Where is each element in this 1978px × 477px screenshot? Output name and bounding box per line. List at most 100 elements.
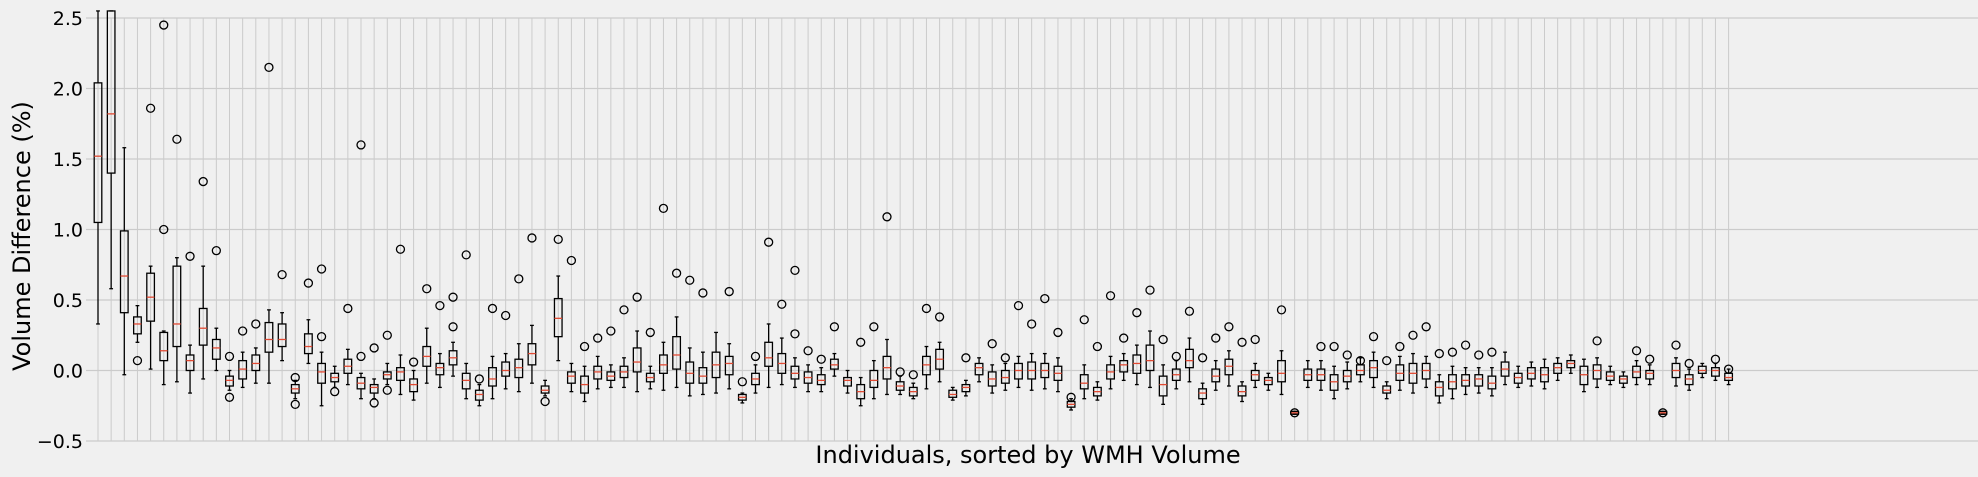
- box-item: [474, 374, 485, 407]
- box-item: [1434, 348, 1444, 404]
- box-item: [461, 250, 471, 400]
- box-item: [1303, 359, 1313, 389]
- box-iqr: [1395, 364, 1405, 382]
- outlier-point: [1000, 353, 1010, 363]
- box-iqr: [1382, 385, 1392, 394]
- box-iqr: [93, 82, 103, 224]
- outlier-point: [1474, 350, 1484, 360]
- box-item: [685, 275, 695, 397]
- box-item: [1237, 337, 1247, 403]
- box-item: [185, 251, 195, 394]
- box-item: [1329, 341, 1339, 400]
- box-item: [369, 343, 379, 408]
- box-item: [908, 370, 918, 400]
- outlier-point: [395, 244, 406, 254]
- box-iqr: [395, 367, 405, 382]
- box-item: [1027, 319, 1037, 391]
- box-item: [632, 292, 642, 393]
- outlier-point: [290, 372, 300, 383]
- box-iqr: [132, 316, 142, 335]
- box-item: [948, 386, 958, 401]
- outlier-point: [1487, 347, 1497, 357]
- box-iqr: [1185, 348, 1194, 369]
- box-item: [1250, 334, 1260, 389]
- box-item: [1079, 315, 1089, 400]
- outlier-point: [540, 396, 550, 407]
- box-iqr: [238, 359, 248, 380]
- box-item: [277, 269, 287, 362]
- box-iqr: [119, 230, 129, 314]
- outlier-point: [1434, 348, 1444, 359]
- box-item: [93, 10, 103, 325]
- outlier-point: [869, 322, 879, 332]
- box-item: [658, 203, 669, 391]
- outlier-point: [606, 326, 616, 336]
- outlier-point: [422, 284, 432, 294]
- box-iqr: [974, 362, 984, 376]
- box-iqr: [317, 362, 326, 384]
- box-item: [698, 288, 708, 396]
- box-iqr: [172, 265, 182, 348]
- outlier-point: [1119, 333, 1129, 343]
- outlier-point: [1329, 341, 1339, 352]
- box-item: [1342, 350, 1352, 390]
- box-item: [593, 333, 603, 390]
- box-iqr: [632, 347, 642, 373]
- box-iqr: [382, 371, 392, 380]
- box-iqr: [488, 367, 497, 387]
- y-axis-label: Volume Difference (%): [8, 101, 36, 371]
- outlier-point: [829, 322, 840, 332]
- outlier-point: [1237, 337, 1247, 347]
- box-item: [895, 367, 905, 396]
- box-item: [1487, 347, 1497, 397]
- box-item: [1184, 306, 1195, 383]
- box-item: [1224, 322, 1234, 387]
- box-iqr: [159, 331, 169, 362]
- outlier-point: [198, 176, 208, 187]
- outlier-point: [1658, 408, 1668, 418]
- outlier-point: [356, 351, 366, 362]
- box-item: [803, 346, 813, 393]
- box-iqr: [1277, 359, 1286, 383]
- box-iqr: [553, 297, 563, 338]
- outlier-point: [671, 268, 682, 278]
- box-iqr: [435, 362, 445, 376]
- box-item: [1197, 353, 1208, 405]
- box-iqr: [1237, 385, 1247, 397]
- box-iqr: [474, 389, 484, 401]
- y-tick-labels: −0.5 0.0 0.5 1.0 1.5 2.0 2.5: [37, 8, 83, 453]
- outlier-point: [1079, 315, 1089, 325]
- outlier-point: [1132, 308, 1142, 318]
- box-iqr: [1592, 364, 1602, 380]
- box-item: [343, 303, 353, 386]
- box-item: [1211, 333, 1221, 391]
- box-item: [1447, 347, 1458, 400]
- box-iqr: [409, 378, 419, 393]
- box-item: [934, 312, 945, 383]
- outlier-point: [698, 288, 708, 298]
- outlier-point: [803, 346, 813, 356]
- outlier-point: [1592, 336, 1602, 346]
- box-item: [356, 140, 366, 400]
- outlier-point: [330, 386, 340, 397]
- box-iqr: [1224, 358, 1234, 376]
- outlier-point: [961, 353, 971, 363]
- y-tick-label: −0.5: [37, 431, 83, 453]
- outlier-point: [1710, 354, 1721, 364]
- outlier-point: [1066, 392, 1076, 402]
- outlier-point: [369, 398, 379, 408]
- box-iqr: [1684, 374, 1694, 386]
- outlier-point: [553, 234, 563, 245]
- outlier-point: [908, 370, 918, 380]
- outlier-point: [211, 245, 222, 256]
- box-item: [1368, 332, 1379, 389]
- outlier-point: [1158, 334, 1168, 345]
- box-item: [1618, 371, 1628, 389]
- box-item: [1605, 365, 1615, 386]
- box-item: [1132, 308, 1142, 386]
- box-iqr: [106, 10, 116, 174]
- outlier-point: [224, 351, 235, 362]
- box-item: [237, 326, 248, 389]
- box-iqr: [961, 383, 971, 393]
